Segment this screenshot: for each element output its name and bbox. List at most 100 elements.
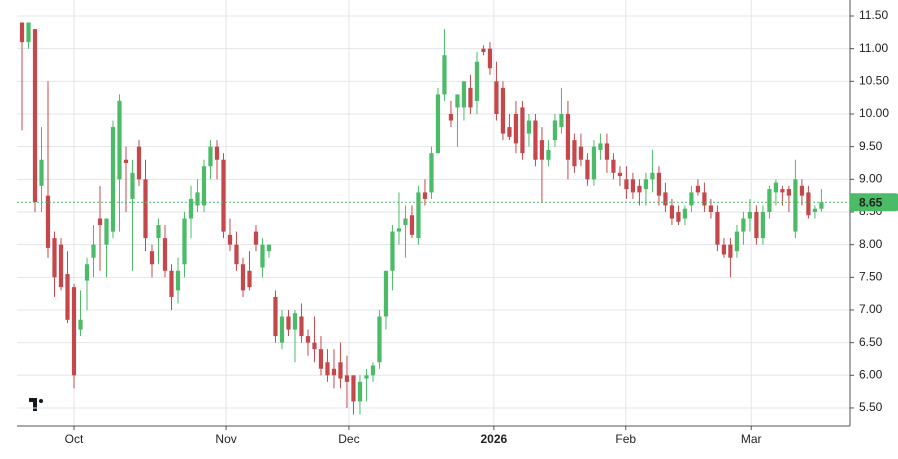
candle-body [799,185,805,196]
candle-body [494,81,499,114]
candle-body [214,146,220,160]
candle-body [409,215,415,235]
candle-body [370,365,376,376]
candle-body [760,211,766,239]
candle-body [812,208,818,212]
x-tick-label: Feb [615,432,636,446]
candle-body [578,146,584,160]
candle-body [650,172,655,180]
candle-body [695,185,701,193]
candle-body [227,234,233,245]
candle-body [448,113,454,121]
x-tick-label: 2026 [480,432,507,446]
candle-body [357,381,363,402]
candle-body [123,159,129,163]
candle-body [240,264,246,291]
candle-body [780,189,785,193]
y-tick-label: 11.00 [859,41,888,55]
candle-body [351,375,356,402]
candle-body [474,61,480,101]
candle-body [708,205,714,212]
candle-body [299,316,304,337]
candle-body [364,375,369,379]
candle-body [682,208,688,219]
candle-body [546,149,551,160]
candle-body [539,140,545,160]
candle-body [728,244,733,258]
candle-body [481,48,486,52]
candle-body [734,231,740,252]
y-tick-label: 10.50 [859,74,889,88]
candle-body [461,81,467,108]
y-tick-label: 10.00 [859,106,889,120]
candle-body [669,205,675,219]
candle-body [130,172,135,199]
candle-body [747,211,753,219]
candle-body [403,218,408,226]
candle-body [279,316,285,343]
candle-body [344,375,350,382]
candle-body [260,244,265,268]
candle-body [292,313,298,330]
candle-body [188,198,194,219]
candle-body [715,211,720,245]
candle-body [526,120,532,134]
candle-body [585,159,590,180]
candle-body [52,238,57,278]
candle-body [396,228,402,232]
candle-body [39,159,44,186]
candle-body [136,146,142,180]
y-tick-label: 6.50 [859,335,883,349]
candle-body [156,225,161,239]
candle-body [741,218,746,232]
candle-body [305,336,311,343]
candle-body [468,87,473,108]
candle-body [487,48,493,69]
candle-body [32,29,38,203]
y-tick-label: 5.50 [859,400,883,414]
y-tick-label: 9.00 [859,171,883,185]
candle-body [273,296,278,337]
candle-body [656,172,662,196]
candle-body [598,143,603,150]
candle-body [253,231,259,245]
candle-body [19,22,25,43]
candle-body [78,319,83,330]
candle-body [611,159,616,173]
last-price-box [850,193,898,212]
candle-body [117,100,122,180]
candle-body [45,195,51,248]
candle-body [149,251,155,265]
candle-body [377,316,382,363]
candle-body [416,192,421,239]
candle-body [500,87,506,134]
candle-body [383,270,389,317]
candle-body [533,120,538,160]
last-price-label: 8.65 [859,195,883,209]
candle-body [663,192,668,206]
candle-body [793,179,798,232]
candle-body [143,179,148,239]
candle-body [754,211,759,239]
y-tick-label: 6.00 [859,367,883,381]
candle-body [422,192,428,199]
candle-body [182,218,187,265]
tradingview-logo [29,398,43,411]
candle-body [110,127,116,232]
candle-body [591,146,597,180]
candle-body [331,368,337,376]
y-tick-label: 9.50 [859,139,883,153]
candle-body [617,172,623,177]
candle-body [819,202,824,209]
candle-body [637,185,642,193]
candle-body [624,179,629,190]
candle-body [201,166,207,206]
candle-body [58,244,64,288]
candle-body [234,244,239,265]
candle-body [572,140,577,167]
candle-body [208,146,213,167]
candle-body [507,127,512,137]
candle-body [767,189,772,212]
candle-body [104,218,109,245]
